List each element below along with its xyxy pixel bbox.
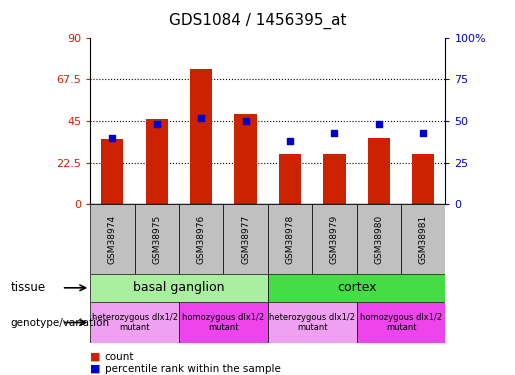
Text: ■: ■ — [90, 364, 100, 374]
Point — [419, 130, 427, 136]
Bar — [268, 204, 312, 274]
Text: heterozygous dlx1/2
mutant: heterozygous dlx1/2 mutant — [92, 313, 178, 332]
Bar — [190, 69, 212, 204]
Text: cortex: cortex — [337, 281, 376, 294]
Text: tissue: tissue — [10, 281, 45, 294]
Bar — [356, 204, 401, 274]
Bar — [279, 154, 301, 204]
Bar — [268, 274, 445, 302]
Text: homozygous dlx1/2
mutant: homozygous dlx1/2 mutant — [360, 313, 442, 332]
Text: GSM38978: GSM38978 — [285, 214, 295, 264]
Bar — [323, 154, 346, 204]
Text: GSM38976: GSM38976 — [197, 214, 205, 264]
Bar — [90, 302, 179, 343]
Bar — [368, 138, 390, 204]
Bar — [312, 204, 356, 274]
Text: percentile rank within the sample: percentile rank within the sample — [105, 364, 281, 374]
Bar — [146, 119, 168, 204]
Point — [242, 118, 250, 124]
Text: GSM38979: GSM38979 — [330, 214, 339, 264]
Bar — [268, 302, 356, 343]
Bar — [234, 114, 256, 204]
Text: genotype/variation: genotype/variation — [10, 318, 109, 327]
Text: GSM38974: GSM38974 — [108, 214, 117, 264]
Point — [375, 121, 383, 127]
Bar — [401, 204, 445, 274]
Bar — [412, 154, 434, 204]
Text: GSM38977: GSM38977 — [241, 214, 250, 264]
Bar — [90, 274, 268, 302]
Point — [152, 121, 161, 127]
Bar — [134, 204, 179, 274]
Bar — [179, 302, 268, 343]
Text: GSM38975: GSM38975 — [152, 214, 161, 264]
Bar — [179, 204, 224, 274]
Text: count: count — [105, 352, 134, 362]
Text: GSM38980: GSM38980 — [374, 214, 383, 264]
Text: heterozygous dlx1/2
mutant: heterozygous dlx1/2 mutant — [269, 313, 355, 332]
Text: basal ganglion: basal ganglion — [133, 281, 225, 294]
Bar — [101, 140, 124, 204]
Text: GDS1084 / 1456395_at: GDS1084 / 1456395_at — [169, 13, 346, 29]
Point — [197, 115, 205, 121]
Bar — [90, 204, 134, 274]
Text: GSM38981: GSM38981 — [419, 214, 428, 264]
Text: ■: ■ — [90, 352, 100, 362]
Point — [330, 130, 338, 136]
Point — [108, 135, 116, 141]
Bar — [224, 204, 268, 274]
Point — [286, 138, 294, 144]
Text: homozygous dlx1/2
mutant: homozygous dlx1/2 mutant — [182, 313, 264, 332]
Bar — [356, 302, 445, 343]
